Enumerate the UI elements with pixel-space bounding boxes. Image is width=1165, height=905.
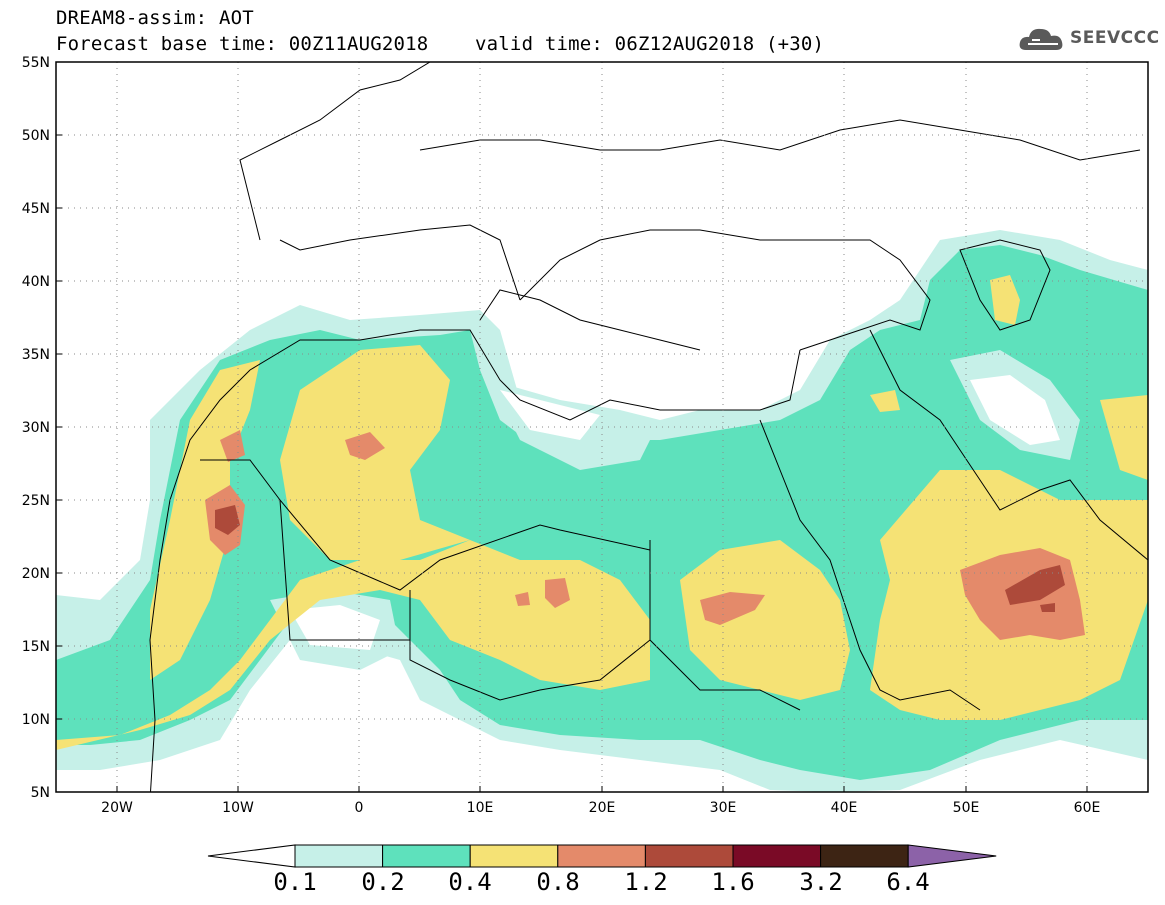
forecast-times: Forecast base time: 00Z11AUG2018 valid t… [56,34,824,54]
lat-label: 5N [31,785,50,801]
lon-label: 10E [467,800,494,816]
lat-axis: 55N 50N 45N 40N 35N 30N 25N 20N 15N 10N … [22,55,50,801]
colorbar [207,844,997,868]
logo-text: SEEVCCC [1070,28,1160,48]
colorbar-label: 1.2 [624,868,668,896]
colorbar-label: 0.4 [448,868,492,896]
colorbar-label: 0.8 [536,868,580,896]
tick-marks [56,61,1088,793]
lat-label: 40N [22,274,50,290]
lon-label: 0 [355,800,364,816]
lon-label: 10W [222,800,254,816]
cloud-icon [1019,28,1063,50]
lat-label: 20N [22,566,50,582]
lon-label: 40E [831,800,858,816]
lat-label: 15N [22,639,50,655]
colorbar-swatch [644,844,734,868]
colorbar-swatch [732,844,822,868]
colorbar-swatch [294,844,384,868]
colorbar-label: 1.6 [711,868,755,896]
colorbar-swatch [820,844,909,868]
lat-label: 50N [22,128,50,144]
lat-label: 25N [22,493,50,509]
aot-band-0.4-east [680,540,850,700]
lon-label: 20W [101,800,133,816]
lon-label: 30E [710,800,737,816]
graticule [56,62,1148,792]
lat-label: 30N [22,420,50,436]
colorbar-swatch [382,844,471,868]
colorbar-over-arrow [907,844,997,868]
aot-band-0.4-west [56,540,650,750]
lon-label: 20E [589,800,616,816]
colorbar-under-arrow [207,844,296,868]
lat-label: 10N [22,712,50,728]
colorbar-label: 6.4 [886,868,930,896]
lat-label: 55N [22,55,50,71]
colorbar-swatch [469,844,559,868]
colorbar-swatch [557,844,646,868]
lon-label: 50E [953,800,980,816]
lat-label: 35N [22,347,50,363]
colorbar-label: 0.1 [273,868,317,896]
valid-time-label: valid time: 06Z12AUG2018 (+30) [475,33,825,55]
aot-band-1.2 [215,505,240,535]
colorbar-label: 0.2 [361,868,405,896]
lon-label: 60E [1074,800,1101,816]
map-title: DREAM8-assim: AOT [56,7,254,29]
lon-axis: 20W 10W 0 10E 20E 30E 40E 50E 60E [101,800,1100,816]
lat-label: 45N [22,201,50,217]
colorbar-label: 3.2 [799,868,843,896]
base-time-label: Forecast base time: 00Z11AUG2018 [56,33,429,55]
coastlines [149,62,1148,792]
seevccc-logo: SEEVCCC [1018,22,1160,56]
